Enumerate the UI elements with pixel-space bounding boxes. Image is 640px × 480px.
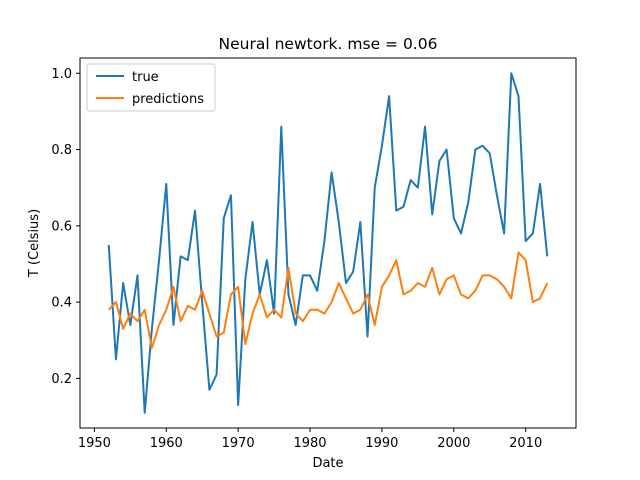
y-tick-label: 0.2 — [51, 372, 72, 387]
y-tick-label: 1.0 — [51, 67, 72, 82]
x-axis-ticks: 1950 1960 1970 1980 1990 2000 2010 — [78, 428, 542, 451]
plot-lines — [107, 72, 549, 414]
x-tick-label: 1950 — [78, 436, 111, 451]
legend-label-predictions: predictions — [132, 92, 204, 107]
x-tick-label: 1990 — [365, 436, 398, 451]
y-axis-ticks: 0.2 0.4 0.6 0.8 1.0 — [51, 67, 80, 387]
y-axis-label: T (Celsius) — [27, 209, 42, 278]
x-tick-label: 1970 — [222, 436, 255, 451]
x-axis-label: Date — [312, 456, 343, 471]
legend-label-true: true — [132, 70, 159, 85]
plot-frame — [79, 57, 577, 429]
series-line-predictions — [108, 251, 549, 349]
x-tick-label: 2000 — [437, 436, 470, 451]
legend: true predictions — [86, 63, 216, 112]
y-tick-label: 0.6 — [51, 219, 72, 234]
chart-title: Neural newtork. mse = 0.06 — [219, 35, 438, 53]
y-tick-label: 0.4 — [51, 296, 72, 311]
x-tick-label: 1980 — [293, 436, 326, 451]
y-tick-label: 0.8 — [51, 143, 72, 158]
x-tick-label: 1960 — [150, 436, 183, 451]
x-tick-label: 2010 — [509, 436, 542, 451]
series-line-true — [107, 72, 549, 414]
